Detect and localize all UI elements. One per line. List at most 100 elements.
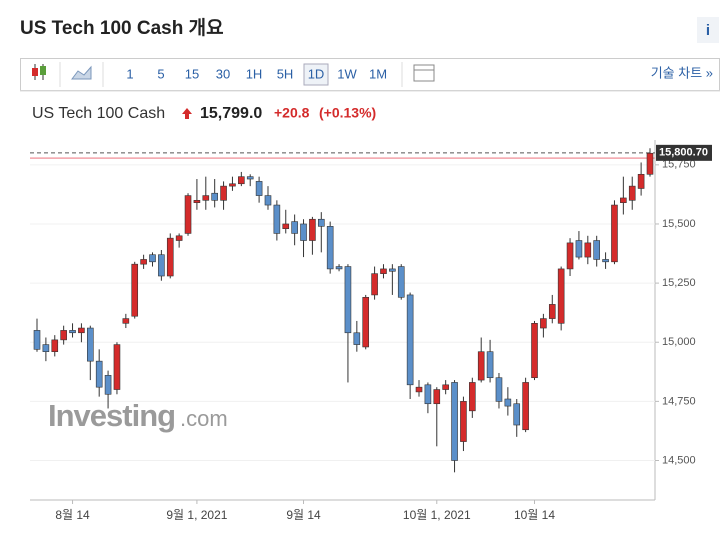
candle-body (69, 330, 76, 334)
candle-body (620, 197, 627, 203)
candle-body (557, 268, 565, 324)
candle-body (469, 382, 476, 412)
y-tick-label: 15,750 (662, 159, 696, 171)
interval-button[interactable]: 5H (277, 66, 294, 81)
candle-body (51, 339, 59, 352)
interval-button[interactable]: 1D (308, 66, 325, 81)
candle-body (362, 296, 370, 348)
candle-body (575, 240, 583, 258)
candle-body (140, 259, 147, 265)
candle-body (397, 266, 405, 298)
interval-button[interactable]: 1M (369, 66, 387, 81)
area-icon[interactable] (71, 65, 92, 80)
watermark-suffix: .com (180, 406, 228, 431)
y-tick-label: 15,500 (662, 218, 696, 230)
candle-body (158, 254, 165, 277)
candle-body (611, 204, 618, 263)
info-icon[interactable]: i (706, 22, 710, 39)
y-tick-label: 15,250 (662, 277, 696, 289)
x-tick-label: 9월 14 (286, 508, 321, 522)
candle-body (317, 218, 325, 227)
candle-body (193, 200, 201, 203)
candle-body (424, 384, 432, 405)
candle-body (344, 266, 352, 334)
candle-body (122, 318, 130, 324)
interval-button[interactable]: 1 (126, 66, 133, 81)
candle-body (566, 242, 574, 270)
candle-body (406, 294, 414, 386)
candle-body (211, 192, 218, 201)
interval-button[interactable]: 1W (337, 66, 357, 81)
candle-body (166, 237, 174, 277)
percent-change: (+0.13%) (319, 105, 376, 121)
candle-body (220, 185, 227, 201)
candle-body (495, 377, 503, 402)
candle-body (460, 401, 467, 442)
candle-body (184, 195, 192, 234)
candle-body (548, 304, 556, 319)
candle-body (291, 221, 298, 234)
candle-body (229, 183, 236, 187)
interval-button[interactable]: 5 (157, 66, 164, 81)
table-icon[interactable] (413, 64, 435, 82)
candle-body (300, 223, 307, 241)
candle-body (335, 266, 343, 270)
candle-body (113, 344, 121, 390)
y-tick-label: 15,000 (662, 336, 696, 348)
last-price-tag (656, 144, 712, 161)
interval-button[interactable]: 1H (246, 66, 263, 81)
candle-body (238, 176, 245, 185)
candle-body (540, 318, 547, 329)
candle-body (380, 268, 387, 274)
candle-body (637, 173, 645, 189)
candle-icon[interactable] (32, 64, 46, 80)
candle-body (264, 195, 272, 206)
candle-body (389, 268, 396, 272)
candle-body (353, 332, 361, 345)
page-title: US Tech 100 Cash 개요 (20, 17, 224, 39)
last-price: 15,799.0 (200, 105, 262, 122)
candle-body (593, 240, 600, 260)
candle-body (602, 259, 609, 263)
candle-body (442, 384, 449, 390)
candle-body (175, 235, 183, 241)
technical-chart-link[interactable]: 기술 차트 » (651, 65, 713, 80)
x-tick-label: 10월 1, 2021 (403, 508, 471, 522)
candle-body (513, 403, 521, 426)
candle-body (273, 204, 281, 234)
candle-body (131, 263, 139, 317)
interval-button[interactable]: 30 (216, 66, 230, 81)
candle-body (149, 254, 156, 263)
interval-button[interactable]: 15 (185, 66, 199, 81)
candle-body (415, 386, 423, 393)
candle-body (628, 185, 636, 201)
candle-body (326, 226, 334, 270)
x-tick-label: 10월 14 (514, 508, 555, 522)
x-tick-label: 9월 1, 2021 (166, 508, 227, 522)
candle-body (33, 330, 41, 350)
watermark: Investing (48, 398, 175, 433)
last-price-label: 15,800.70 (659, 147, 708, 159)
candle-body (202, 195, 210, 201)
candle-body (246, 176, 254, 180)
candle-body (504, 398, 512, 407)
selected-interval-box[interactable] (303, 63, 329, 86)
candle-body (531, 323, 538, 379)
candle-body (104, 375, 112, 395)
candle-body (477, 351, 485, 381)
candle-body (255, 181, 263, 196)
candle-body (451, 382, 458, 461)
x-tick-label: 8월 14 (55, 508, 90, 522)
candle-body (522, 382, 529, 431)
info-button[interactable] (697, 17, 719, 43)
candle-body (60, 330, 67, 341)
candle-body (309, 218, 316, 241)
candle-body (95, 360, 103, 388)
candle-body (433, 389, 441, 405)
instrument-name: US Tech 100 Cash (32, 105, 165, 122)
up-arrow (182, 108, 192, 119)
candle-body (78, 327, 85, 334)
candle-body (87, 327, 94, 362)
candle-body (371, 273, 378, 296)
